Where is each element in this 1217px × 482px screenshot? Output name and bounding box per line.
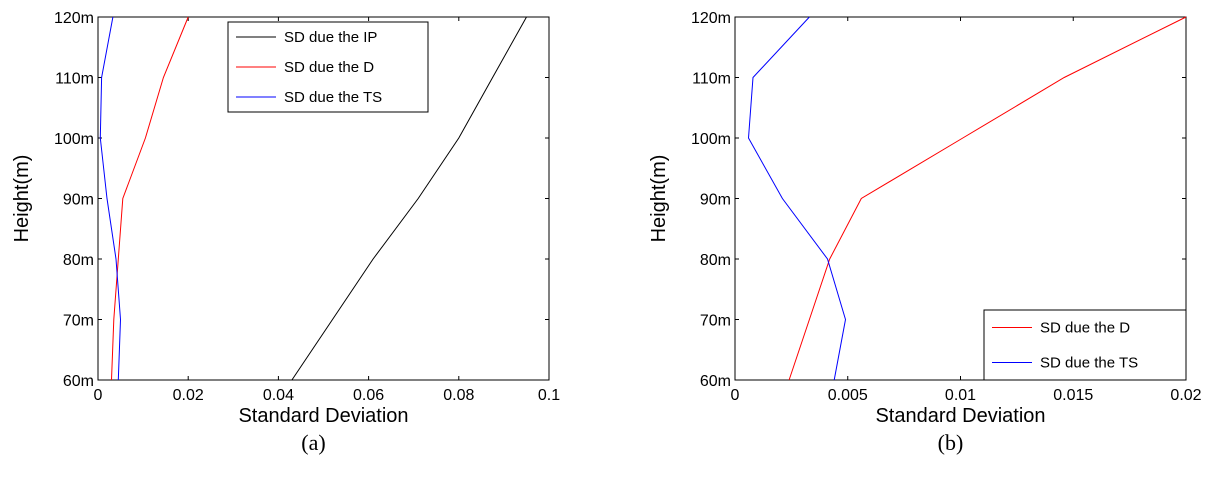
y-tick-label: 60m xyxy=(700,373,731,390)
legend-label: SD due the IP xyxy=(284,29,377,46)
chart-2: 0 0.005 0.01 0.015 0.02 60m 70m 80m 90m 100m 110m 1… xyxy=(648,10,1202,455)
legend-label: SD due the D xyxy=(1040,320,1130,337)
y-tick-label: 60m xyxy=(63,373,94,390)
x-tick-label: 0.015 xyxy=(1053,387,1093,404)
legend: SD due the D SD due the TS xyxy=(983,309,1187,381)
y-tick-label: 120m xyxy=(54,10,94,27)
figure-caption: (a) xyxy=(301,430,325,455)
series-line-sd-due-the-d xyxy=(788,16,1187,381)
x-tick-label: 0.1 xyxy=(538,387,560,404)
x-tick-label: 0.04 xyxy=(263,387,294,404)
x-tick-label: 0.005 xyxy=(828,387,868,404)
legend-label: SD due the TS xyxy=(1040,355,1138,372)
x-axis-label: Standard Deviation xyxy=(238,405,408,427)
series-line-sd-due-the-ts xyxy=(747,16,847,381)
y-tick-label: 80m xyxy=(700,252,731,269)
y-axis-label: Height(m) xyxy=(648,155,670,243)
x-tick-label: 0.01 xyxy=(945,387,976,404)
x-tick-label: 0.02 xyxy=(1170,387,1201,404)
x-tick-label: 0 xyxy=(94,387,103,404)
y-tick-label: 80m xyxy=(63,252,94,269)
y-axis-label: Height(m) xyxy=(11,155,33,243)
y-tick-label: 70m xyxy=(700,313,731,330)
chart-1: 0 0.02 0.04 0.06 0.08 0.1 60m 70m 80m 90m 100m 110m… xyxy=(11,10,560,455)
y-tick-label: 110m xyxy=(55,71,94,88)
y-tick-label: 110m xyxy=(692,71,731,88)
legend-label: SD due the D xyxy=(284,59,374,76)
x-tick-label: 0.08 xyxy=(443,387,474,404)
x-tick-label: 0.02 xyxy=(173,387,204,404)
x-tick-label: 0 xyxy=(731,387,740,404)
figure-caption: (b) xyxy=(938,430,964,455)
series-line-sd-due-the-ts xyxy=(99,16,122,381)
x-axis-label: Standard Deviation xyxy=(875,405,1045,427)
y-tick-label: 120m xyxy=(691,10,731,27)
y-tick-label: 90m xyxy=(63,192,94,209)
legend: SD due the IP SD due the D SD due the TS xyxy=(227,21,429,113)
y-tick-label: 70m xyxy=(63,313,94,330)
legend-label: SD due the TS xyxy=(284,89,382,106)
series-line-sd-due-the-d xyxy=(111,16,189,381)
y-tick-label: 100m xyxy=(691,131,731,148)
series-line-sd-due-the-ip xyxy=(291,16,527,381)
y-tick-label: 90m xyxy=(700,192,731,209)
y-tick-label: 100m xyxy=(54,131,94,148)
x-tick-label: 0.06 xyxy=(353,387,384,404)
legend-box xyxy=(983,309,1187,381)
